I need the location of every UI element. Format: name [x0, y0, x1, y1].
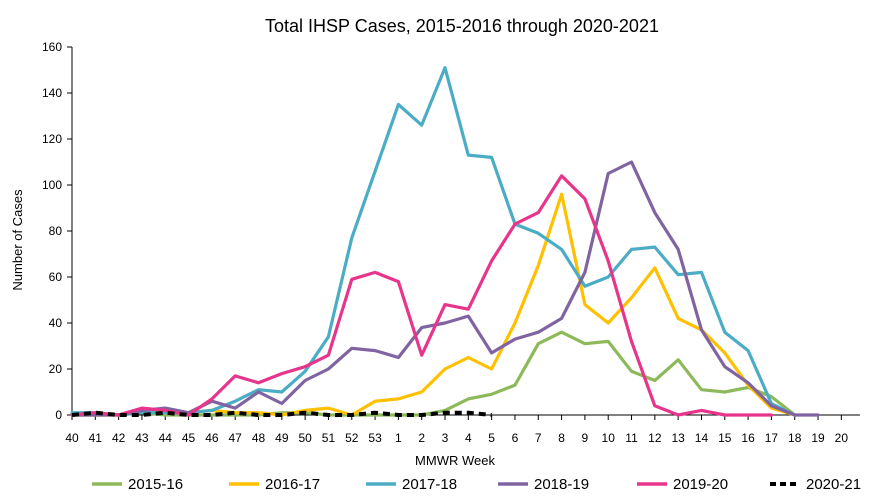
legend-label-2016-17: 2016-17: [265, 476, 320, 493]
legend: 2015-16 2016-17 2017-18 2018-19 2019-20 2020-…: [92, 476, 861, 493]
legend-label-2019-20: 2019-20: [673, 476, 728, 493]
x-tick-label: 3: [442, 431, 449, 445]
x-tick-label: 13: [671, 431, 685, 445]
legend-label-2020-21: 2020-21: [806, 476, 861, 493]
x-tick-label: 8: [558, 431, 565, 445]
x-tick-label: 48: [252, 431, 266, 445]
x-tick-label: 42: [112, 431, 126, 445]
x-tick-label: 4: [465, 431, 472, 445]
y-tick-label: 20: [49, 362, 63, 376]
legend-label-2015-16: 2015-16: [128, 476, 183, 493]
x-tick-label: 19: [811, 431, 825, 445]
x-tick-label: 53: [368, 431, 382, 445]
x-tick-label: 17: [765, 431, 779, 445]
x-tick-label: 47: [229, 431, 243, 445]
x-tick-label: 40: [65, 431, 79, 445]
x-tick-label: 1: [395, 431, 402, 445]
legend-label-2018-19: 2018-19: [534, 476, 589, 493]
x-tick-label: 52: [345, 431, 359, 445]
series-line-2019-20: [70, 174, 774, 417]
y-ticks: 0 20 40 60 80 100 120 140 160: [42, 40, 72, 422]
x-tick-label: 16: [741, 431, 755, 445]
x-tick-label: 41: [89, 431, 103, 445]
x-tick-label: 46: [205, 431, 219, 445]
x-tick-label: 9: [582, 431, 589, 445]
x-tick-label: 51: [322, 431, 336, 445]
x-tick-label: 14: [695, 431, 709, 445]
y-tick-label: 140: [42, 86, 62, 100]
x-ticks: 40 41 42 43 44 45 46 47 48 49 50 51 52 53 1 2 3 4 5 6 7 8 9 10 1…: [65, 415, 848, 445]
y-tick-label: 40: [49, 316, 63, 330]
x-tick-label: 18: [788, 431, 802, 445]
x-tick-label: 44: [159, 431, 173, 445]
x-tick-label: 2: [418, 431, 425, 445]
y-tick-label: 80: [49, 224, 63, 238]
series-line-2015-16: [70, 330, 797, 417]
chart-title: Total IHSP Cases, 2015-2016 through 2020…: [265, 16, 659, 36]
x-tick-label: 6: [512, 431, 519, 445]
y-tick-label: 100: [42, 178, 62, 192]
x-tick-label: 12: [648, 431, 662, 445]
x-tick-label: 50: [298, 431, 312, 445]
y-tick-label: 120: [42, 132, 62, 146]
series-lines: [70, 66, 820, 417]
y-tick-label: 60: [49, 270, 63, 284]
x-tick-label: 43: [135, 431, 149, 445]
y-tick-label: 160: [42, 40, 62, 54]
y-tick-label: 0: [55, 408, 62, 422]
x-tick-label: 7: [535, 431, 542, 445]
x-tick-label: 49: [275, 431, 289, 445]
x-tick-label: 5: [488, 431, 495, 445]
series-line-2016-17: [70, 192, 797, 417]
x-tick-label: 45: [182, 431, 196, 445]
x-axis-title: MMWR Week: [415, 453, 495, 468]
series-line-2020-21: [71, 410, 492, 417]
legend-label-2017-18: 2017-18: [402, 476, 457, 493]
x-tick-label: 11: [625, 431, 638, 445]
x-tick-label: 10: [602, 431, 616, 445]
y-axis-title: Number of Cases: [10, 189, 25, 291]
series-line-2017-18: [70, 66, 797, 417]
x-tick-label: 15: [718, 431, 732, 445]
x-tick-label: 20: [835, 431, 849, 445]
